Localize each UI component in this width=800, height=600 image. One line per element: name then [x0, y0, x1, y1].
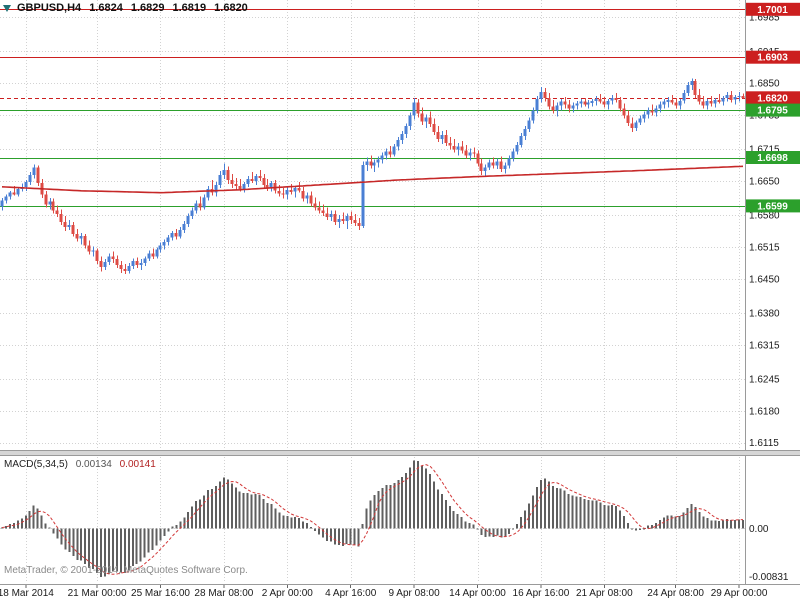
macd-signal-line [1, 464, 744, 575]
svg-text:18 Mar 2014: 18 Mar 2014 [0, 588, 54, 599]
svg-text:21 Apr 08:00: 21 Apr 08:00 [576, 588, 633, 599]
svg-text:1.6650: 1.6650 [749, 176, 780, 187]
svg-text:16 Apr 16:00: 16 Apr 16:00 [513, 588, 570, 599]
svg-text:1.6515: 1.6515 [749, 243, 780, 254]
svg-text:1.6580: 1.6580 [749, 211, 780, 222]
svg-text:0.00: 0.00 [749, 524, 769, 535]
svg-text:25 Mar 16:00: 25 Mar 16:00 [131, 588, 190, 599]
svg-text:1.6715: 1.6715 [749, 145, 780, 156]
svg-text:29 Apr 00:00: 29 Apr 00:00 [711, 588, 768, 599]
svg-text:1.6820: 1.6820 [757, 93, 788, 104]
svg-text:1.6599: 1.6599 [757, 201, 788, 212]
svg-text:1.6315: 1.6315 [749, 340, 780, 351]
symbol-header: GBPUSD,H4 1.6824 1.6829 1.6819 1.6820 [3, 2, 248, 14]
grid-lines [0, 0, 745, 581]
macd-histogram [0, 460, 745, 577]
price-badge-1.7001 [745, 2, 800, 16]
svg-text:1.6850: 1.6850 [749, 79, 780, 90]
ohlc-high: 1.6829 [130, 2, 165, 14]
ohlc-close: 1.6820 [214, 2, 248, 14]
price-badge-1.6698 [745, 151, 800, 164]
svg-text:1.6450: 1.6450 [749, 274, 780, 285]
svg-text:1.6180: 1.6180 [749, 406, 780, 417]
moving-average-line [1, 165, 744, 194]
svg-text:1.6985: 1.6985 [749, 13, 780, 24]
svg-text:2 Apr 00:00: 2 Apr 00:00 [262, 588, 314, 599]
candles-layer [0, 78, 745, 274]
svg-text:1.6245: 1.6245 [749, 375, 780, 386]
ohlc-open: 1.6824 [89, 2, 123, 14]
svg-text:1.6795: 1.6795 [757, 106, 788, 117]
time-axis-labels[interactable]: 18 Mar 2014 21 Mar 00:00 25 Mar 16:00 28 Ma… [0, 584, 768, 599]
price-axis-labels[interactable]: 1.69851.69151.68501.67851.67151.66501.65… [749, 13, 780, 450]
macd-axis-labels: 0.00 -0.00831 [749, 524, 789, 583]
svg-text:1.6380: 1.6380 [749, 309, 780, 320]
symbol-title: GBPUSD,H4 [17, 2, 82, 14]
axis-frame [0, 0, 800, 585]
macd-value-main: 0.00134 [75, 459, 112, 470]
svg-text:1.6698: 1.6698 [757, 153, 788, 164]
price-badge-1.6599 [745, 199, 800, 213]
price-badge-1.6795 [745, 103, 800, 117]
svg-text:4 Apr 16:00: 4 Apr 16:00 [325, 588, 377, 599]
svg-text:-0.00831: -0.00831 [749, 572, 789, 583]
svg-text:1.6903: 1.6903 [757, 53, 788, 64]
svg-text:24 Apr 08:00: 24 Apr 08:00 [647, 588, 704, 599]
panel-splitter[interactable] [0, 450, 800, 456]
symbol-marker-icon [3, 4, 11, 12]
level-lines [0, 9, 745, 207]
copyright-text: MetaTrader, © 2001-2014, MetaQuotes Soft… [4, 565, 248, 576]
svg-text:9 Apr 08:00: 9 Apr 08:00 [389, 588, 441, 599]
svg-text:1.6115: 1.6115 [749, 438, 779, 449]
price-badge-1.6903 [745, 50, 800, 64]
macd-name: MACD(5,34,5) [4, 459, 68, 470]
ohlc-low: 1.6819 [172, 2, 207, 14]
price-badge-1.6820 [745, 91, 800, 105]
svg-text:14 Apr 00:00: 14 Apr 00:00 [449, 588, 506, 599]
price-badges: 1.7001 1.6903 1.6820 1.6795 1.6698 1.6599 [745, 2, 800, 213]
svg-text:28 Mar 08:00: 28 Mar 08:00 [194, 588, 253, 599]
macd-value-signal: 0.00141 [119, 459, 156, 470]
svg-text:21 Mar 00:00: 21 Mar 00:00 [68, 588, 127, 599]
svg-text:1.7001: 1.7001 [757, 5, 788, 16]
macd-indicator-label: MACD(5,34,5) 0.00134 0.00141 [4, 459, 156, 470]
